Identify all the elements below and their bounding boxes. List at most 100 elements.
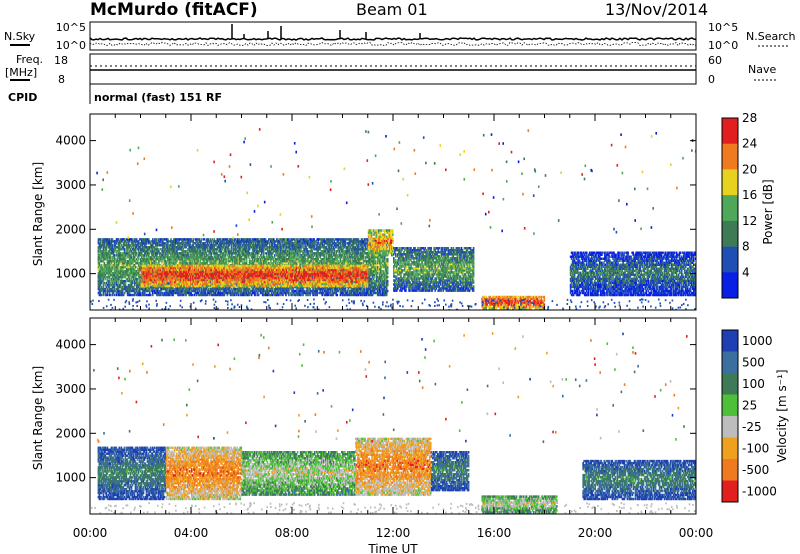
echo-cell: [167, 252, 169, 255]
echo-cell: [202, 244, 205, 247]
echo-cell: [131, 252, 134, 255]
echo-cell: [168, 246, 170, 249]
echo-cell: [135, 293, 138, 297]
echo-cell: [218, 293, 221, 297]
echo-cell: [176, 256, 178, 259]
echo-cell: [118, 254, 121, 257]
echo-cell: [129, 248, 132, 251]
echo-cell: [148, 289, 150, 293]
echo-cell: [167, 258, 169, 261]
echo-cell: [113, 260, 116, 263]
echo-cell: [137, 293, 140, 297]
echo-cell: [137, 258, 140, 261]
echo-cell: [125, 252, 128, 255]
echo-cell: [182, 238, 184, 241]
echo-cell: [135, 277, 138, 281]
echo-cell: [146, 262, 148, 265]
echo-cell: [120, 289, 123, 293]
echo-cell: [117, 273, 120, 277]
echo-cell: [126, 250, 129, 253]
echo-cell: [105, 256, 108, 259]
echo-cell: [135, 258, 138, 261]
echo-cell: [172, 240, 174, 243]
echo-cell: [117, 291, 120, 295]
echo-cell: [102, 289, 105, 293]
echo-cell: [152, 291, 154, 295]
echo-cell: [153, 260, 155, 263]
echo-cell: [105, 252, 108, 255]
echo-cell: [193, 246, 196, 249]
echo-cell: [192, 252, 195, 255]
echo-cell: [205, 240, 208, 243]
echo-cell: [112, 254, 115, 257]
echo-cell: [223, 250, 226, 253]
echo-cell: [127, 279, 130, 283]
echo-cell: [133, 293, 136, 297]
echo-cell: [160, 248, 162, 251]
echo-cell: [110, 287, 113, 291]
echo-cell: [130, 285, 133, 289]
echo-cell: [217, 291, 220, 295]
echo-cell: [178, 238, 180, 241]
echo-cell: [99, 258, 102, 261]
echo-cell: [123, 285, 126, 289]
echo-cell: [121, 262, 124, 265]
echo-cell: [128, 250, 131, 253]
echo-cell: [162, 238, 164, 241]
echo-cell: [199, 242, 202, 245]
echo-cell: [257, 293, 260, 297]
echo-cell: [135, 254, 138, 257]
echo-cell: [205, 254, 208, 257]
echo-cell: [216, 252, 219, 255]
echo-cell: [155, 252, 157, 255]
echo-cell: [160, 258, 162, 261]
echo-cell: [189, 293, 191, 297]
echo-cell: [175, 256, 177, 259]
echo-cell: [176, 240, 178, 243]
echo-cell: [97, 238, 100, 241]
echo-cell: [202, 289, 205, 293]
echo-cell: [118, 289, 121, 293]
echo-cell: [227, 252, 230, 255]
echo-cell: [176, 291, 178, 295]
echo-cell: [99, 287, 102, 291]
echo-cell: [217, 254, 220, 257]
echo-cell: [227, 291, 230, 295]
nsky-panel: N.Sky 10^5 10^0 10^5 10^0 N.Search: [4, 21, 796, 52]
echo-cell: [121, 279, 124, 283]
echo-cell: [193, 256, 196, 259]
echo-cell: [181, 293, 183, 297]
echo-cell: [166, 287, 168, 291]
echo-cell: [140, 238, 143, 241]
echo-cell: [131, 244, 134, 247]
echo-cell: [102, 240, 105, 243]
echo-cell: [105, 268, 108, 271]
echo-cell: [197, 291, 200, 295]
echo-cell: [125, 287, 128, 291]
echo-cell: [98, 279, 101, 283]
echo-cell: [110, 242, 113, 245]
echo-cell: [126, 248, 129, 251]
echo-cell: [224, 248, 227, 251]
echo-cell: [214, 287, 217, 291]
echo-cell: [127, 242, 130, 245]
echo-cell: [219, 256, 222, 259]
echo-cell: [124, 270, 127, 273]
echo-cell: [137, 252, 140, 255]
echo-cell: [137, 289, 140, 293]
echo-cell: [178, 289, 180, 293]
echo-cell: [216, 238, 219, 241]
echo-cell: [123, 273, 126, 277]
echo-cell: [155, 254, 157, 257]
echo-cell: [152, 242, 154, 245]
echo-cell: [192, 240, 195, 243]
echo-cell: [154, 289, 156, 293]
echo-cell: [146, 256, 148, 259]
echo-cell: [149, 252, 151, 255]
echo-cell: [219, 254, 222, 257]
echo-cell: [199, 252, 202, 255]
echo-cell: [178, 262, 180, 265]
echo-cell: [211, 289, 214, 293]
echo-cell: [109, 283, 112, 287]
echo-cell: [103, 266, 106, 269]
